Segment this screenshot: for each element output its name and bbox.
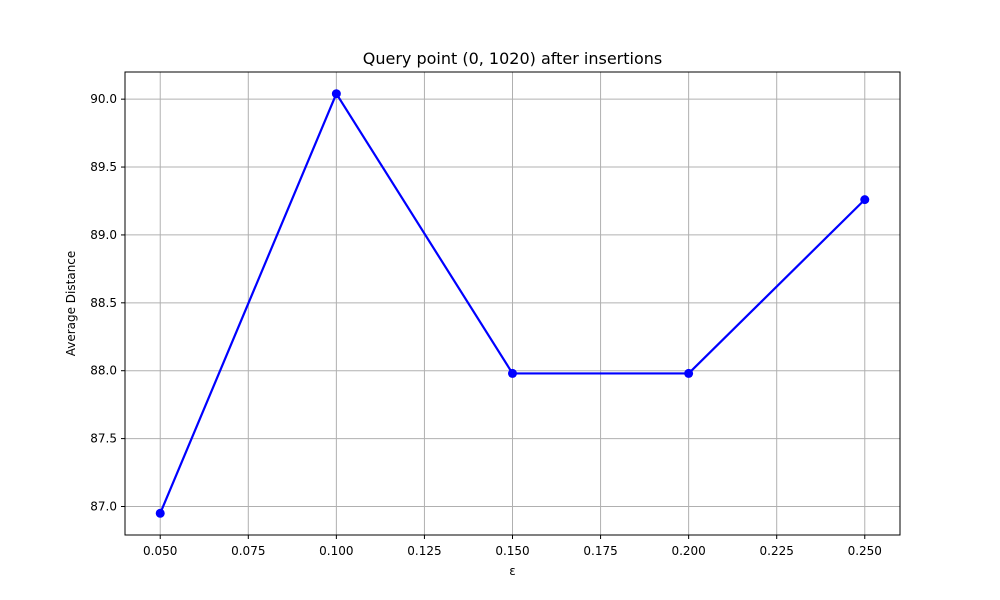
y-axis-label: Average Distance <box>64 251 78 357</box>
chart-title: Query point (0, 1020) after insertions <box>363 49 663 68</box>
x-tick-label: 0.225 <box>760 544 794 558</box>
y-tick-label: 89.0 <box>90 228 117 242</box>
y-tick-label: 90.0 <box>90 92 117 106</box>
x-tick-label: 0.175 <box>583 544 617 558</box>
data-point <box>331 89 341 99</box>
data-point <box>684 368 694 378</box>
data-point <box>860 195 870 205</box>
y-axis-ticks: 87.0 87.5 88.0 88.5 89.0 89.5 90.0 <box>90 92 125 513</box>
y-tick-label: 87.0 <box>90 499 117 513</box>
x-tick-label: 0.100 <box>319 544 353 558</box>
x-axis-ticks: 0.050 0.075 0.100 0.125 0.150 0.175 0.200 0.225… <box>143 535 882 558</box>
x-tick-label: 0.075 <box>231 544 265 558</box>
x-tick-label: 0.050 <box>143 544 177 558</box>
y-tick-label: 89.5 <box>90 160 117 174</box>
series-layer <box>155 89 870 518</box>
x-tick-label: 0.250 <box>848 544 882 558</box>
data-point <box>508 368 517 378</box>
x-tick-label: 0.150 <box>495 544 529 558</box>
y-tick-label: 88.5 <box>90 296 117 310</box>
data-point <box>155 508 165 518</box>
y-tick-label: 87.5 <box>90 432 117 446</box>
x-tick-label: 0.200 <box>671 544 705 558</box>
x-axis-label: ε <box>509 564 516 578</box>
y-tick-label: 88.0 <box>90 364 117 378</box>
x-tick-label: 0.125 <box>407 544 441 558</box>
